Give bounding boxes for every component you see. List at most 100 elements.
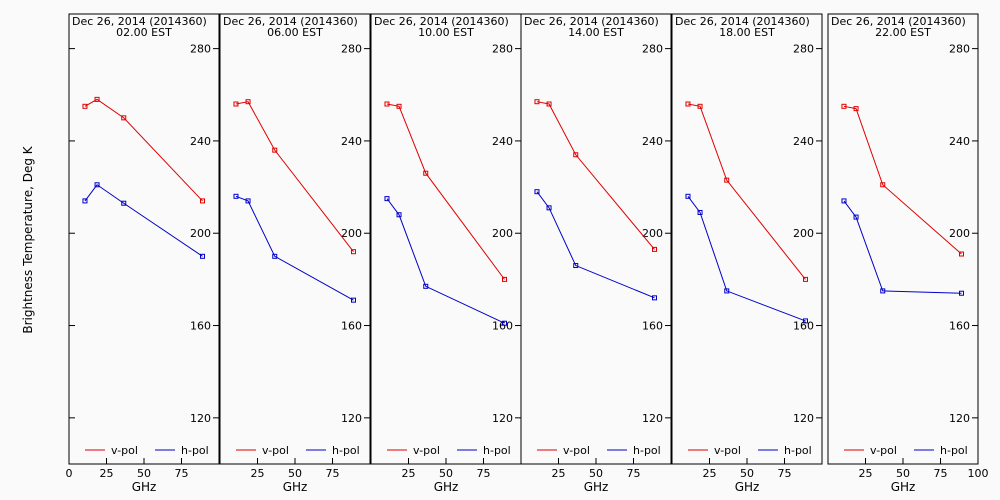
series-line-h-pol: [687, 196, 806, 322]
x-axis-title: GHz: [434, 480, 459, 494]
panel-subtitle: 02.00 EST: [116, 26, 172, 39]
data-point-h-pol: [880, 288, 886, 294]
data-point-v-pol: [652, 246, 657, 252]
data-point-v-pol: [233, 101, 239, 107]
series-line-v-pol: [84, 98, 203, 202]
panel-frame: [370, 13, 522, 465]
data-point-h-pol: [803, 318, 808, 324]
y-tick-label: 120: [341, 412, 362, 425]
y-tick-label: 240: [190, 135, 211, 148]
y-tick-label: 240: [793, 135, 814, 148]
legend-label-h-pol: h-pol: [483, 444, 511, 457]
data-point-h-pol: [351, 297, 356, 303]
x-tick-label: 25: [703, 467, 717, 480]
series-line-h-pol: [843, 200, 962, 294]
data-point-h-pol: [233, 193, 239, 199]
y-axis-title: Brightness Temperature, Deg K: [21, 145, 35, 333]
data-point-h-pol: [573, 263, 579, 269]
data-point-v-pol: [841, 103, 847, 109]
chart-panel-3: Dec 26, 2014 (2014360)10.00 EST 120 160 200…: [370, 13, 522, 494]
x-axis-title: GHz: [735, 480, 760, 494]
data-point-v-pol: [880, 182, 886, 188]
data-point-h-pol: [396, 212, 402, 218]
data-point-v-pol: [502, 276, 507, 282]
y-tick-label: 280: [492, 43, 513, 56]
x-tick-label: 50: [896, 467, 910, 480]
data-point-v-pol: [200, 198, 205, 204]
y-tick-label: 240: [949, 135, 970, 148]
data-point-v-pol: [697, 103, 703, 109]
data-point-h-pol: [841, 198, 847, 204]
data-point-v-pol: [384, 101, 390, 107]
y-tick-label: 280: [341, 43, 362, 56]
y-tick-label: 200: [793, 227, 814, 240]
y-tick-label: 280: [949, 43, 970, 56]
data-point-h-pol: [121, 200, 127, 206]
data-point-v-pol: [82, 103, 88, 109]
x-tick-label: 25: [100, 467, 114, 480]
x-axis-title: GHz: [283, 480, 308, 494]
x-tick-label: 25: [552, 467, 566, 480]
legend-label-v-pol: v-pol: [111, 444, 138, 457]
x-tick-label: 75: [778, 467, 792, 480]
data-point-h-pol: [697, 209, 703, 215]
legend-label-h-pol: h-pol: [633, 444, 661, 457]
series-line-h-pol: [536, 191, 655, 299]
y-tick-label: 120: [492, 412, 513, 425]
data-point-v-pol: [272, 147, 278, 153]
y-tick-label: 240: [341, 135, 362, 148]
panel-frame: [671, 13, 823, 465]
chart-panel-1: Dec 26, 2014 (2014360)02.00 EST 120 160 200…: [66, 13, 220, 494]
series-line-h-pol: [84, 184, 203, 257]
legend-label-h-pol: h-pol: [332, 444, 360, 457]
data-point-h-pol: [853, 214, 859, 220]
series-line-v-pol: [235, 101, 354, 252]
x-tick-label: 75: [934, 467, 948, 480]
y-tick-label: 120: [642, 412, 663, 425]
data-point-h-pol: [245, 198, 251, 204]
panel-frame: [219, 13, 371, 465]
chart-panel-4: Dec 26, 2014 (2014360)14.00 EST 120 160 200…: [520, 13, 672, 494]
y-tick-label: 200: [492, 227, 513, 240]
panel-title: Dec 26, 2014 (2014360): [72, 15, 207, 28]
y-tick-label: 160: [492, 320, 513, 333]
y-tick-label: 280: [793, 43, 814, 56]
y-tick-label: 200: [642, 227, 663, 240]
x-tick-label: 75: [326, 467, 340, 480]
y-tick-label: 240: [642, 135, 663, 148]
panel-title: Dec 26, 2014 (2014360): [374, 15, 509, 28]
data-point-v-pol: [534, 99, 540, 105]
data-point-v-pol: [396, 103, 402, 109]
panel-subtitle: 06.00 EST: [267, 26, 323, 39]
series-line-v-pol: [843, 105, 962, 255]
x-tick-label: 50: [740, 467, 754, 480]
y-tick-label: 200: [341, 227, 362, 240]
panel-title: Dec 26, 2014 (2014360): [524, 15, 659, 28]
legend-label-h-pol: h-pol: [784, 444, 812, 457]
x-tick-label: 75: [627, 467, 641, 480]
y-tick-label: 160: [190, 320, 211, 333]
data-point-v-pol: [121, 115, 127, 121]
data-point-v-pol: [546, 101, 552, 107]
panel-title: Dec 26, 2014 (2014360): [675, 15, 810, 28]
panel-subtitle: 10.00 EST: [418, 26, 474, 39]
series-line-v-pol: [687, 103, 806, 280]
legend-label-v-pol: v-pol: [714, 444, 741, 457]
series-line-h-pol: [235, 195, 354, 301]
legend-label-h-pol: h-pol: [940, 444, 968, 457]
y-tick-label: 120: [793, 412, 814, 425]
series-line-v-pol: [536, 101, 655, 250]
chart-panel-6: Dec 26, 2014 (2014360)22.00 EST 120 160 200…: [827, 13, 989, 494]
y-tick-label: 160: [793, 320, 814, 333]
data-point-h-pol: [82, 198, 88, 204]
data-point-h-pol: [959, 290, 964, 296]
data-point-v-pol: [853, 106, 859, 112]
data-point-v-pol: [724, 177, 730, 183]
data-point-h-pol: [685, 193, 691, 199]
legend-label-v-pol: v-pol: [262, 444, 289, 457]
y-tick-label: 160: [642, 320, 663, 333]
data-point-v-pol: [803, 276, 808, 282]
x-axis-title: GHz: [891, 480, 916, 494]
x-tick-label: 50: [439, 467, 453, 480]
